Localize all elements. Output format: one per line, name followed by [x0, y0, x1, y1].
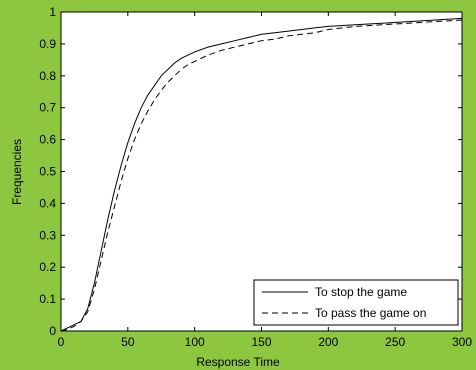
x-tick-label: 200: [318, 335, 338, 349]
y-tick-label: 0.1: [39, 292, 56, 306]
x-axis-label: Response Time: [196, 355, 280, 369]
x-tick-label: 0: [58, 335, 65, 349]
x-tick-label: 300: [452, 335, 472, 349]
y-tick-label: 0.8: [39, 69, 56, 83]
y-tick-label: 0.7: [39, 101, 56, 115]
y-tick-label: 1: [49, 5, 56, 19]
y-axis: 0 0.1 0.2 0.3 0.4 0.5 0.6 0.7 0.8 0.9 1: [39, 5, 462, 338]
y-axis-label: Frequencies: [10, 139, 24, 205]
y-tick-label: 0.9: [39, 37, 56, 51]
x-tick-label: 250: [385, 335, 405, 349]
y-tick-label: 0.2: [39, 260, 56, 274]
y-tick-label: 0.6: [39, 133, 56, 147]
x-tick-label: 50: [121, 335, 135, 349]
series-layer: [60, 17, 463, 332]
legend-box: [253, 279, 459, 326]
legend-label-pass: To pass the game on: [315, 306, 426, 320]
plot-area: [61, 12, 462, 331]
series-line-stop-game: [60, 17, 463, 332]
legend: To stop the game To pass the game on: [253, 279, 459, 326]
y-tick-label: 0: [49, 324, 56, 338]
x-tick-label: 100: [185, 335, 205, 349]
x-axis: 0 50 100 150 200 250 300: [58, 12, 472, 349]
y-tick-label: 0.5: [39, 165, 56, 179]
series-line-pass-game: [60, 19, 463, 332]
x-tick-label: 150: [251, 335, 271, 349]
y-tick-label: 0.4: [39, 196, 56, 210]
y-tick-label: 0.3: [39, 228, 56, 242]
legend-label-stop: To stop the game: [315, 285, 407, 299]
